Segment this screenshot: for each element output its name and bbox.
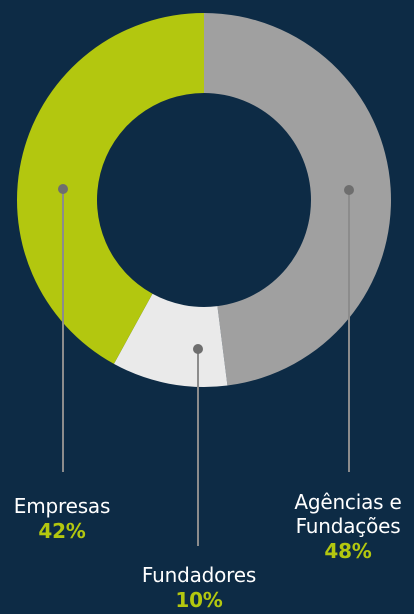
leader-agencias-fundacoes (344, 185, 354, 472)
label-empresas: Empresas 42% (2, 494, 122, 544)
label-fundadores: Fundadores 10% (124, 563, 274, 613)
leader-empresas (58, 184, 68, 472)
leader-lines (58, 184, 354, 546)
label-empresas-name: Empresas (13, 494, 111, 518)
label-empresas-percent: 42% (38, 519, 86, 543)
label-agencias-name-line1: Agências e (294, 490, 402, 514)
label-agencias-percent: 48% (324, 539, 372, 563)
label-fundadores-percent: 10% (175, 588, 223, 612)
slice-fundadores (113, 293, 228, 387)
label-fundadores-name: Fundadores (141, 563, 257, 587)
label-agencias-name-line2: Fundações (295, 514, 401, 538)
donut-slices (16, 13, 392, 387)
slice-agencias-fundacoes (204, 13, 392, 386)
leader-fundadores (193, 344, 203, 546)
label-agencias-fundacoes: Agências e Fundações 48% (282, 490, 414, 564)
